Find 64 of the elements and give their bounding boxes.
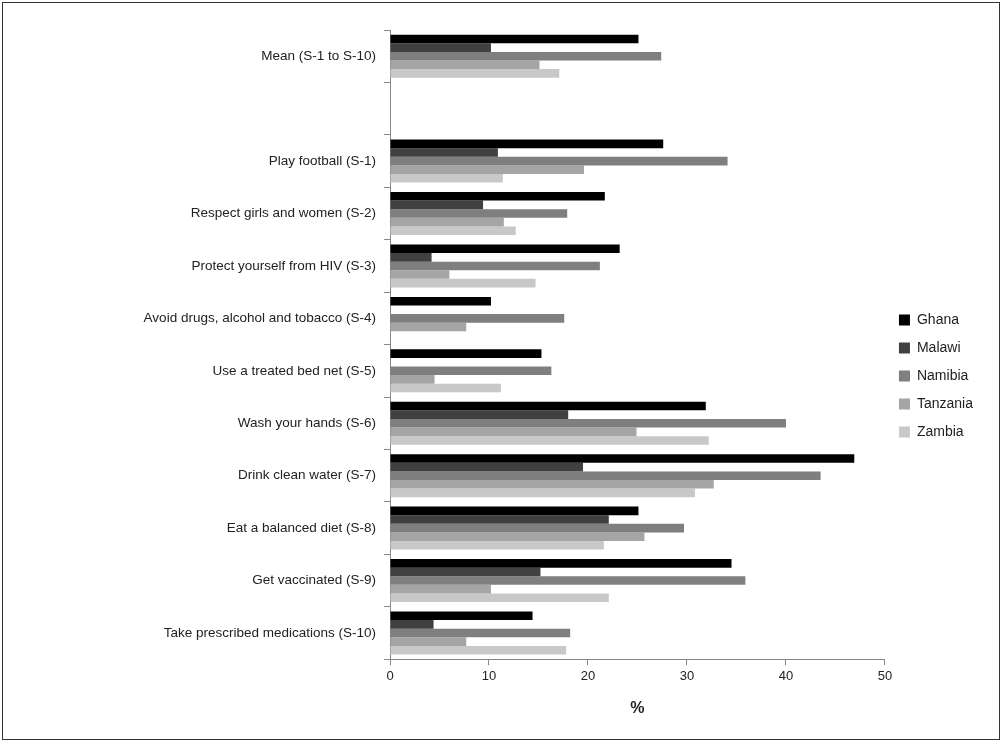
bar — [390, 559, 732, 568]
bar — [390, 454, 855, 463]
bar — [390, 322, 467, 332]
legend-label: Tanzania — [916, 394, 974, 411]
bar — [390, 532, 645, 542]
bar — [390, 148, 498, 157]
bar — [390, 244, 620, 254]
bar — [390, 436, 709, 445]
bar — [390, 69, 560, 78]
y-tick-label: Wash your hands (S-6) — [237, 414, 376, 430]
bar — [390, 541, 604, 550]
bar — [390, 515, 609, 524]
bar — [390, 567, 541, 577]
bar — [390, 165, 585, 174]
x-tick-label: 40 — [778, 667, 794, 683]
bar — [390, 488, 695, 498]
y-tick-label: Avoid drugs, alcohol and tobacco (S-4) — [143, 310, 376, 326]
y-tick-label: Eat a balanced diet (S-8) — [226, 519, 376, 535]
y-tick-label: Get vaccinated (S-9) — [252, 572, 376, 588]
bar — [390, 278, 536, 288]
x-tick-label: 10 — [481, 667, 497, 683]
legend-label: Namibia — [916, 366, 969, 383]
bar — [390, 401, 706, 411]
x-tick-label: 50 — [877, 667, 893, 683]
bar — [390, 173, 503, 183]
bar — [390, 427, 637, 437]
y-tick-label: Mean (S-1 to S-10) — [261, 47, 376, 63]
bar — [390, 226, 516, 236]
bar — [390, 637, 467, 646]
y-tick-label: Drink clean water (S-7) — [237, 467, 376, 483]
legend-label: Malawi — [916, 338, 961, 355]
bar — [390, 270, 450, 279]
bar — [390, 253, 432, 262]
legend-label: Zambia — [916, 422, 964, 439]
bar — [390, 462, 584, 472]
x-tick-label: 20 — [580, 667, 596, 683]
bar — [390, 139, 664, 149]
bar — [390, 410, 569, 419]
bar — [390, 217, 504, 227]
y-tick-label: Take prescribed medications (S-10) — [163, 624, 376, 640]
bar — [390, 200, 484, 210]
bar — [390, 479, 714, 489]
bar — [390, 192, 605, 201]
x-tick-label: 0 — [386, 667, 394, 683]
x-tick-label: 30 — [679, 667, 695, 683]
bar — [390, 60, 540, 70]
legend-label: Ghana — [916, 310, 960, 327]
bar — [390, 296, 491, 306]
bar — [390, 43, 491, 52]
bar — [390, 34, 639, 44]
bar — [390, 506, 639, 516]
bar — [390, 611, 533, 621]
bar — [390, 645, 567, 655]
bar — [390, 620, 434, 629]
bar — [390, 375, 435, 384]
bar — [390, 593, 609, 603]
y-tick-label: Respect girls and women (S-2) — [190, 205, 376, 221]
y-tick-label: Use a treated bed net (S-5) — [212, 362, 376, 378]
y-tick-label: Play football (S-1) — [268, 152, 376, 168]
y-tick-label: Protect yourself from HIV (S-3) — [191, 257, 376, 273]
bar — [390, 584, 491, 594]
bar — [390, 383, 501, 393]
bar — [390, 349, 542, 358]
x-axis-title: % — [630, 698, 645, 716]
